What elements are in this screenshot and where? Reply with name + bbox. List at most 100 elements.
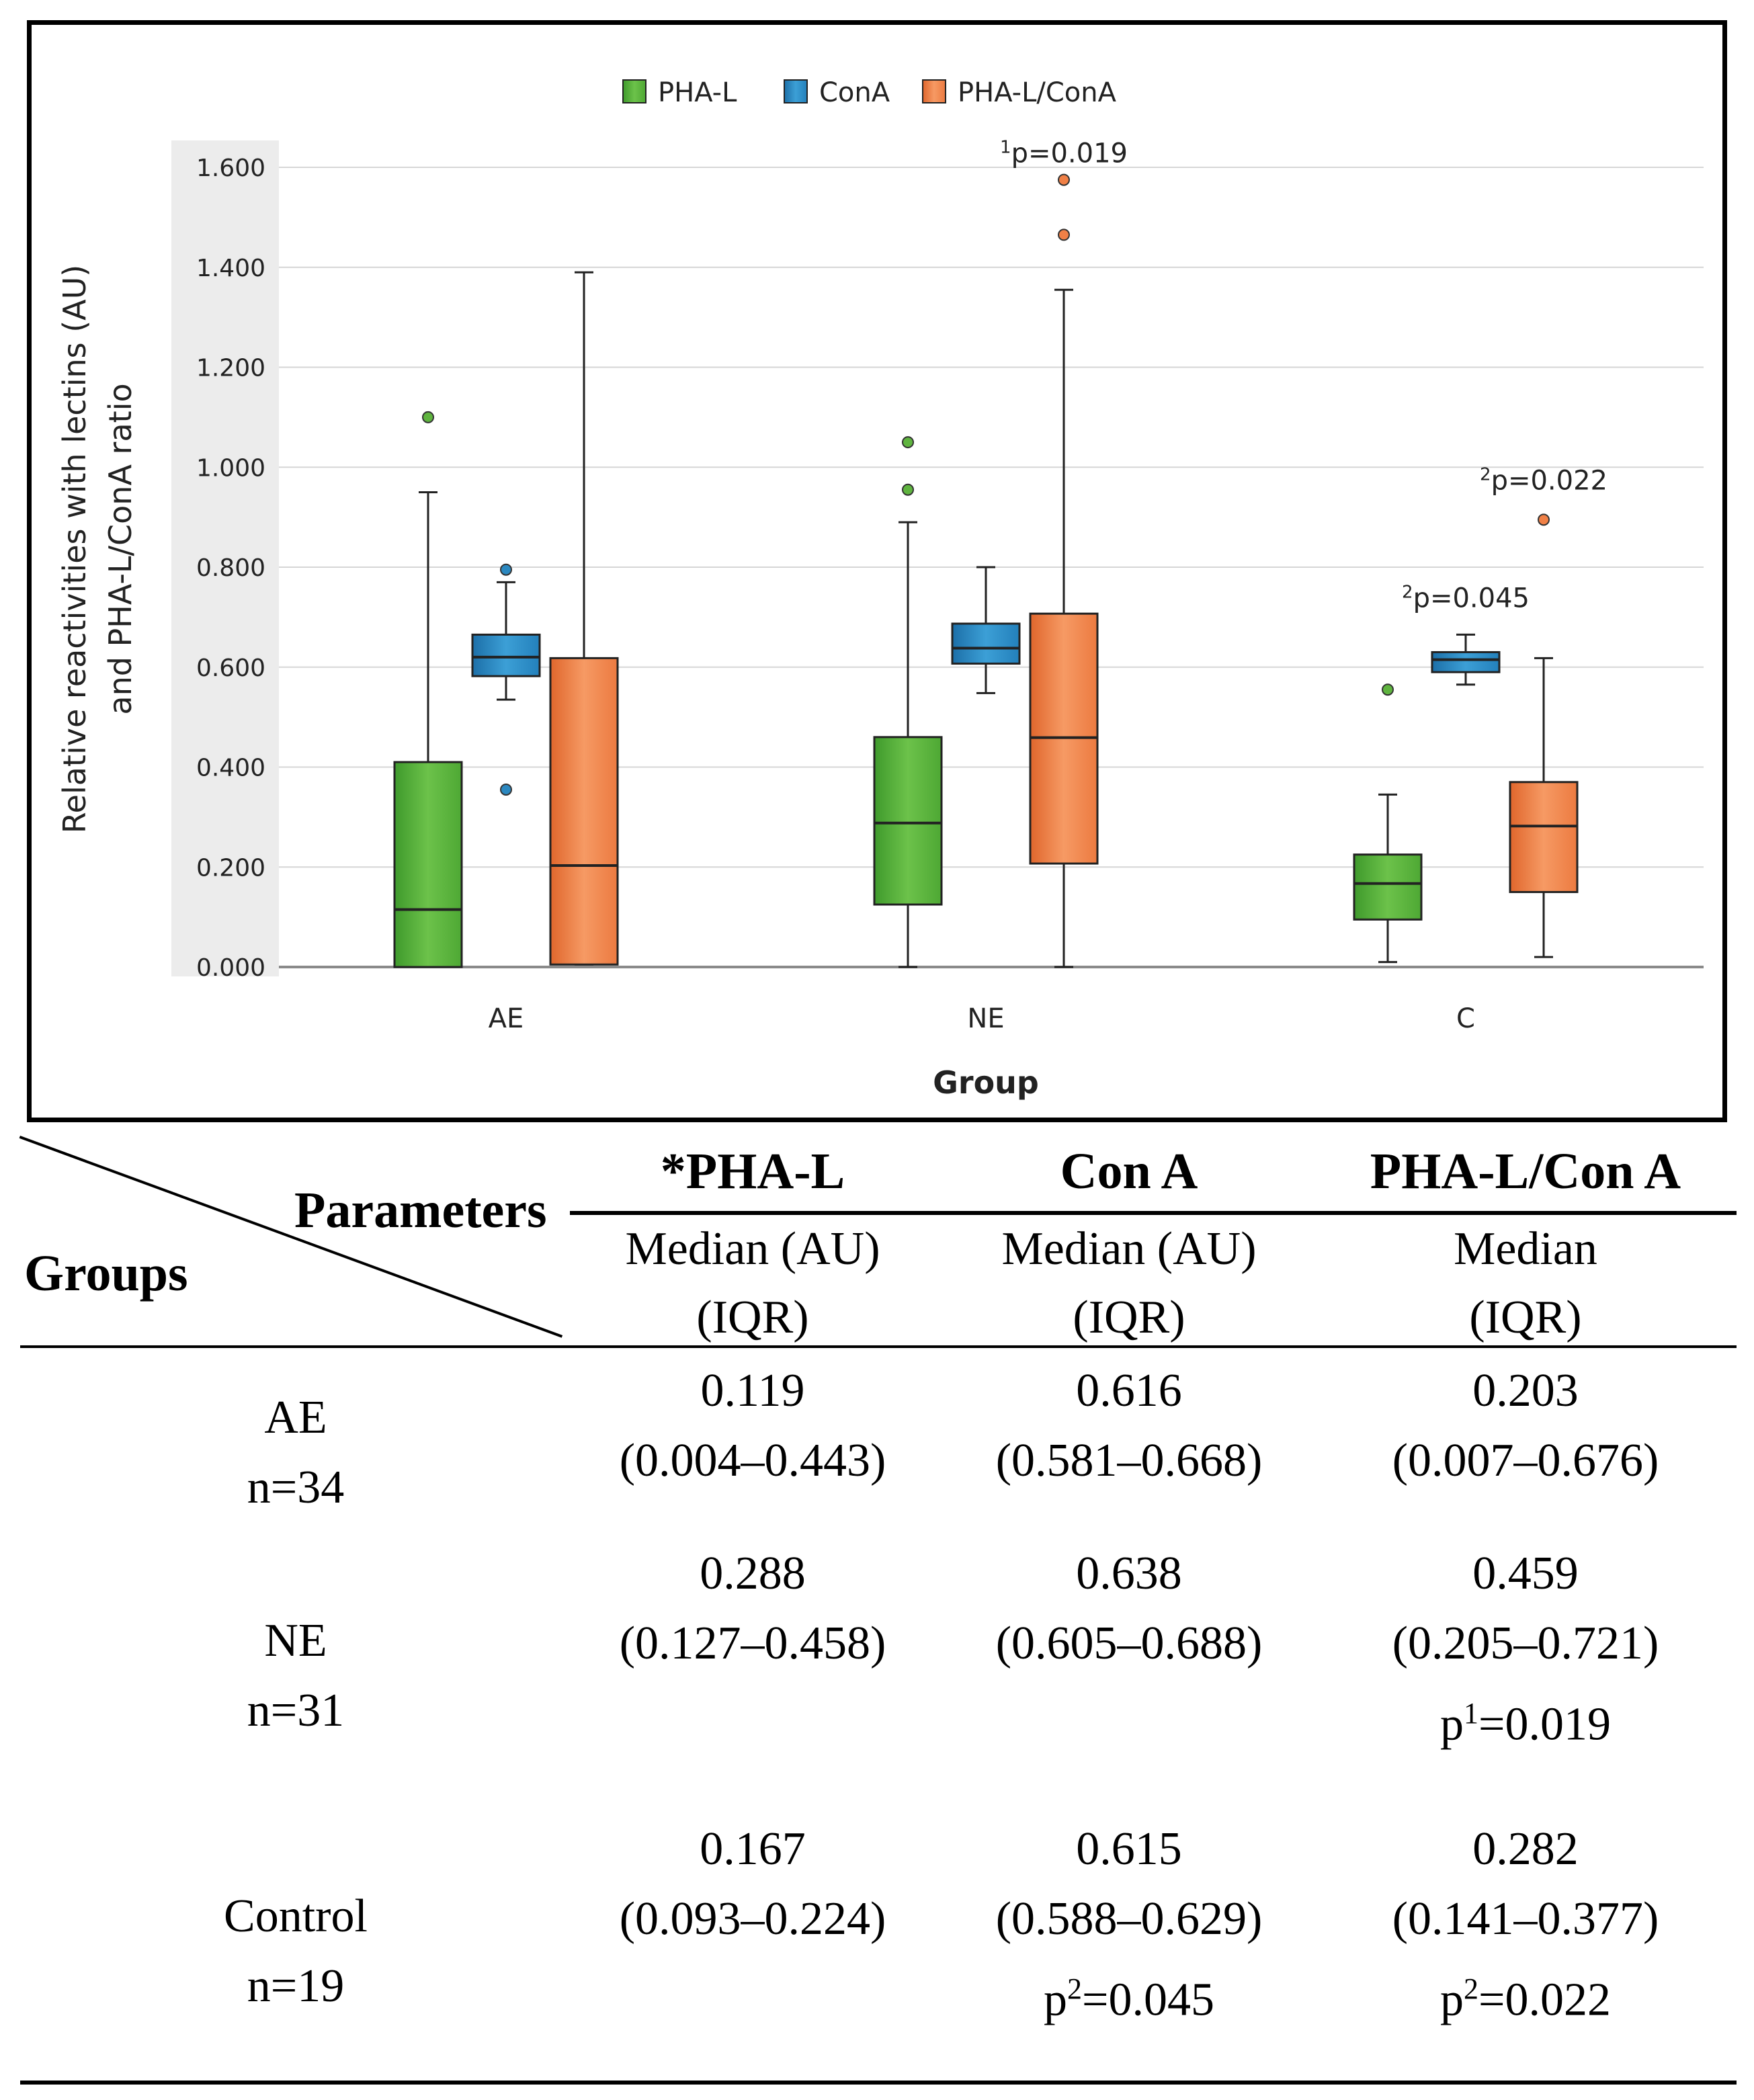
- table-cell: 0.288 (0.127–0.458): [585, 1539, 921, 1679]
- legend-swatch: [784, 79, 808, 103]
- box-body: [951, 622, 1021, 665]
- corner-parameters-label: Parameters: [294, 1182, 547, 1238]
- p-value-annotation: 2p=0.045: [1402, 583, 1530, 614]
- annotation-text: p=0.022: [1491, 466, 1607, 497]
- cell-median: 0.167: [700, 1823, 806, 1875]
- cell-iqr: (0.588–0.629): [995, 1893, 1263, 1945]
- cell-pvalue: p2=0.022: [1358, 1954, 1694, 2035]
- p-sup: 2: [1464, 1972, 1478, 2005]
- p-val: =0.019: [1478, 1698, 1611, 1751]
- cell-median: 0.459: [1472, 1548, 1579, 1599]
- table-cell: 0.638 (0.605–0.688): [961, 1539, 1297, 1679]
- row-n-label: n=31: [247, 1685, 345, 1736]
- legend-entry: PHA-L/ConA: [958, 77, 1117, 108]
- col-sub-cona-line1: Median (AU): [1001, 1223, 1257, 1275]
- box-body: [1431, 650, 1501, 673]
- table-cell: 0.119 (0.004–0.443): [585, 1356, 921, 1496]
- table-cell: 0.459 (0.205–0.721) p1=0.019: [1358, 1539, 1694, 1759]
- annotation-text: p=0.045: [1413, 583, 1530, 614]
- y-tick-label: 0.600: [196, 655, 265, 682]
- y-tick-label: 0.000: [196, 954, 265, 982]
- row-group-label: Control: [224, 1890, 368, 1942]
- y-tick-label: 0.800: [196, 554, 265, 582]
- cell-iqr: (0.205–0.721): [1392, 1618, 1659, 1669]
- y-tick-label: 0.200: [196, 854, 265, 882]
- cell-pvalue: p2=0.045: [961, 1954, 1297, 2035]
- annotation-text: p=0.019: [1011, 138, 1128, 169]
- outlier-point: [902, 483, 914, 496]
- table-row-ne-group: NE n=31: [121, 1606, 470, 1746]
- col-sub-phal: Median (AU) (IQR): [585, 1215, 921, 1352]
- cell-median: 0.203: [1472, 1365, 1579, 1417]
- y-axis-title-line1: Relative reactivities with lectins (AU): [56, 265, 93, 834]
- y-axis-title-line2: and PHA-L/ConA ratio: [102, 383, 138, 714]
- cell-median: 0.616: [1076, 1365, 1182, 1417]
- x-tick-label: C: [1456, 1003, 1475, 1034]
- table-row-control-group: Control n=19: [121, 1882, 470, 2021]
- outlier-point: [500, 563, 512, 576]
- corner-groups-label: Groups: [24, 1245, 188, 1302]
- p-value-annotation: 1p=0.019: [1000, 138, 1128, 169]
- box-body: [873, 736, 943, 906]
- p-base: p: [1440, 1698, 1464, 1751]
- legend-entry: PHA-L: [658, 77, 737, 108]
- y-tick-label: 0.400: [196, 755, 265, 782]
- y-tick-label: 1.000: [196, 454, 265, 482]
- col-title-cona: Con A: [1060, 1143, 1198, 1200]
- table-bottom-rule: [20, 2081, 1737, 2085]
- outlier-point: [1538, 513, 1550, 526]
- col-sub-cona-line2: (IQR): [1073, 1292, 1185, 1343]
- cell-iqr: (0.141–0.377): [1392, 1893, 1659, 1945]
- y-tick-label: 1.200: [196, 355, 265, 382]
- cell-iqr: (0.581–0.668): [995, 1435, 1263, 1486]
- col-sub-phal-line1: Median (AU): [625, 1223, 880, 1275]
- body-top-rule: [20, 1345, 1737, 1348]
- box-body: [1353, 853, 1423, 921]
- box-body: [1509, 781, 1579, 893]
- y-axis-shade: [171, 140, 279, 976]
- y-tick-label: 1.400: [196, 255, 265, 282]
- outlier-point: [500, 783, 512, 796]
- annotation-sup: 2: [1402, 583, 1413, 603]
- col-sub-phal-line2: (IQR): [696, 1292, 809, 1343]
- x-tick-label: AE: [489, 1003, 524, 1034]
- outlier-point: [1058, 228, 1070, 241]
- chart-frame: PHA-L ConA PHA-L/ConA 0.000 0.200 0.400 0.600…: [27, 20, 1727, 1122]
- row-n-label: n=19: [247, 1960, 345, 2012]
- cell-iqr: (0.127–0.458): [619, 1618, 886, 1669]
- outlier-point: [1058, 173, 1070, 186]
- col-title-ratio: PHA-L/Con A: [1370, 1143, 1681, 1200]
- p-base: p: [1044, 1974, 1067, 2026]
- cell-iqr: (0.007–0.676): [1392, 1435, 1659, 1486]
- cell-iqr: (0.004–0.443): [619, 1435, 886, 1486]
- table-row-ae-group: AE n=34: [121, 1383, 470, 1523]
- p-value-annotation: 2p=0.022: [1480, 465, 1607, 497]
- annotation-sup: 1: [1000, 138, 1011, 158]
- outlier-point: [902, 436, 914, 449]
- legend-entry: ConA: [819, 77, 890, 108]
- cell-median: 0.282: [1472, 1823, 1579, 1875]
- col-sub-ratio: Median (IQR): [1337, 1215, 1714, 1352]
- legend-swatch: [622, 79, 646, 103]
- y-tick-label: 1.600: [196, 155, 265, 182]
- header-rule: [570, 1211, 1737, 1215]
- box-body: [471, 633, 541, 677]
- cell-iqr: (0.605–0.688): [995, 1618, 1263, 1669]
- col-sub-ratio-line2: (IQR): [1469, 1292, 1582, 1343]
- p-val: =0.022: [1478, 1974, 1611, 2026]
- outlier-point: [422, 411, 434, 423]
- table-cell: 0.616 (0.581–0.668): [961, 1356, 1297, 1496]
- cell-iqr: (0.093–0.224): [619, 1893, 886, 1945]
- box-body: [393, 761, 463, 968]
- cell-median: 0.638: [1076, 1548, 1182, 1599]
- table-cell: 0.615 (0.588–0.629) p2=0.045: [961, 1814, 1297, 2035]
- cell-median: 0.288: [700, 1548, 806, 1599]
- row-group-label: AE: [264, 1392, 327, 1443]
- col-sub-ratio-line1: Median: [1454, 1223, 1597, 1275]
- annotation-sup: 2: [1480, 465, 1491, 485]
- cell-median: 0.119: [700, 1365, 805, 1417]
- outlier-point: [1382, 683, 1394, 696]
- cell-median: 0.615: [1076, 1823, 1182, 1875]
- col-title-phal: *PHA-L: [660, 1143, 845, 1200]
- p-sup: 2: [1067, 1972, 1082, 2005]
